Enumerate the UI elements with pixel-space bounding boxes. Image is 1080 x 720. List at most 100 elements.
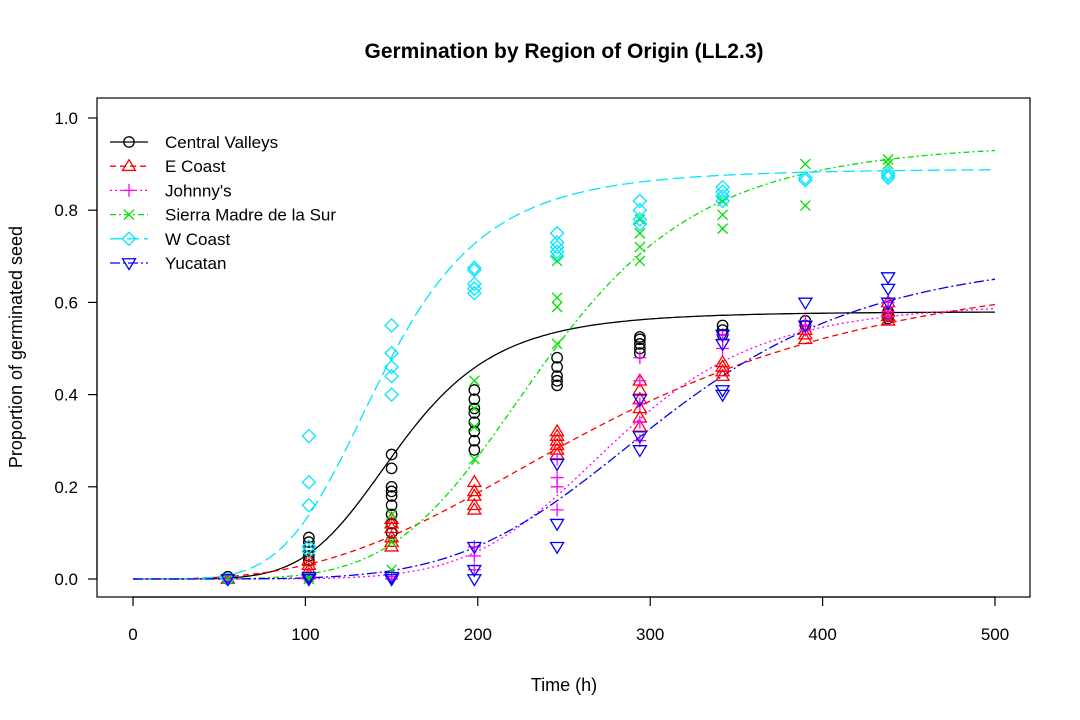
data-point (302, 531, 315, 544)
data-point (634, 338, 646, 350)
data-point (551, 292, 563, 304)
x-tick-label: 200 (464, 625, 492, 644)
data-point (551, 301, 563, 313)
data-point (466, 488, 483, 501)
x-axis: 0 100 200 300 400 500 (128, 596, 1009, 644)
legend-marker (123, 136, 135, 148)
y-tick-label: 0.2 (54, 478, 78, 497)
data-point (715, 179, 731, 195)
data-point (551, 338, 563, 350)
data-point (468, 453, 480, 465)
data-point (549, 428, 565, 441)
data-point (797, 320, 814, 334)
legend-label: Yucatan (165, 254, 226, 273)
data-point (550, 471, 564, 485)
data-point (714, 329, 731, 343)
data-point (220, 574, 236, 587)
data-point (384, 359, 400, 375)
data-point (797, 172, 813, 188)
data-point (714, 389, 731, 403)
data-point (301, 497, 317, 513)
data-point (302, 540, 315, 553)
data-point (383, 574, 400, 587)
data-point (632, 193, 648, 209)
legend-label: W Coast (165, 230, 230, 249)
data-point (880, 313, 896, 326)
y-tick-label: 0.6 (54, 293, 78, 312)
data-point (714, 359, 731, 372)
data-point (632, 445, 648, 458)
x-tick-label: 0 (128, 625, 137, 644)
data-point (549, 437, 565, 451)
data-point (549, 423, 565, 437)
data-point (714, 385, 731, 398)
points-yucatan (220, 272, 896, 587)
data-point (714, 368, 731, 382)
data-point (632, 400, 648, 414)
data-point (882, 154, 894, 165)
x-axis-label: Time (h) (531, 675, 597, 695)
legend-marker (121, 231, 137, 247)
legend-item: E Coast (110, 157, 226, 176)
x-tick-label: 100 (291, 625, 319, 644)
legend-marker (121, 158, 137, 172)
y-axis: 0.0 0.2 0.4 0.6 0.8 1.0 (54, 109, 98, 589)
data-point (717, 223, 729, 235)
data-point (385, 462, 398, 475)
data-point (633, 415, 647, 429)
data-point (880, 165, 896, 181)
data-point (466, 564, 483, 578)
data-point (632, 382, 648, 395)
chart-title: Germination by Region of Origin (LL2.3) (364, 40, 763, 63)
data-point (384, 345, 400, 361)
y-tick-label: 1.0 (54, 109, 78, 128)
data-point (880, 283, 896, 297)
data-point (466, 574, 483, 587)
legend-marker (121, 258, 137, 271)
data-point (714, 363, 731, 377)
data-point (880, 168, 896, 184)
data-point (468, 402, 481, 415)
data-point (302, 554, 315, 567)
data-point (714, 354, 731, 368)
data-point (386, 509, 398, 520)
data-point (633, 351, 647, 365)
data-point (550, 503, 564, 517)
curve-johnny-s (133, 307, 996, 580)
data-point (383, 520, 400, 534)
x-tick-label: 500 (981, 625, 1009, 644)
data-point (632, 212, 648, 227)
data-point (302, 545, 315, 558)
data-point (383, 534, 400, 547)
data-point (385, 485, 398, 498)
legend-marker (123, 209, 135, 221)
legend-label: Central Valleys (165, 133, 278, 152)
data-point (797, 326, 814, 340)
data-point (551, 374, 563, 387)
data-point (301, 474, 317, 490)
data-point (301, 552, 317, 566)
data-point (301, 539, 317, 555)
data-point (799, 158, 811, 170)
data-point (466, 483, 483, 497)
data-point (797, 297, 814, 311)
data-point (466, 285, 482, 301)
data-point (468, 375, 480, 387)
data-point (880, 272, 896, 285)
data-point (632, 431, 648, 444)
data-point (880, 297, 896, 311)
data-point (551, 379, 563, 392)
data-point (301, 557, 317, 571)
y-tick-label: 0.4 (54, 386, 78, 405)
data-point (634, 331, 646, 343)
data-point (384, 318, 400, 333)
data-point (466, 497, 483, 511)
data-point (386, 536, 398, 548)
data-point (632, 394, 648, 407)
data-point (302, 536, 315, 548)
data-point (385, 490, 398, 502)
data-point (385, 480, 398, 493)
data-point (468, 421, 480, 433)
legend-item: Central Valleys (110, 133, 278, 152)
